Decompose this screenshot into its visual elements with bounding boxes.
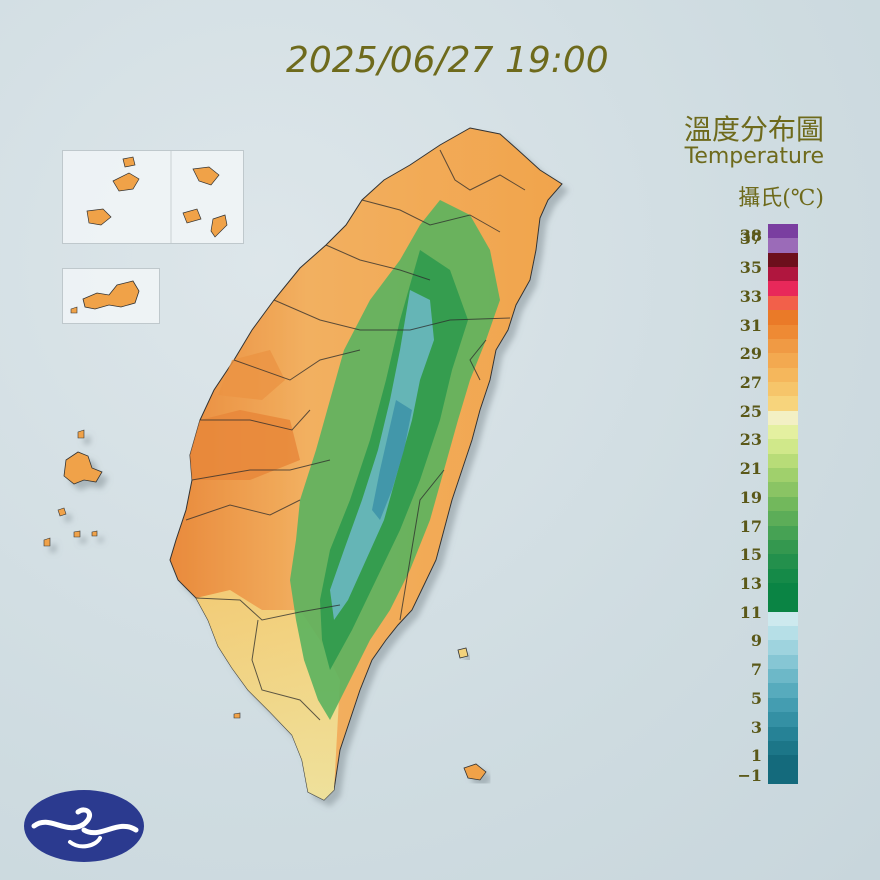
colorbar-tick-label: 9 — [750, 631, 762, 651]
colorbar-segment — [768, 252, 798, 268]
colorbar-tick-label: −1 — [737, 766, 762, 785]
colorbar-segment — [768, 338, 798, 354]
colorbar-segment — [768, 726, 798, 742]
colorbar-segment — [768, 281, 798, 297]
colorbar-segment — [768, 654, 798, 670]
colorbar-segment — [768, 539, 798, 555]
colorbar-segment — [768, 468, 798, 483]
colorbar-segment — [768, 755, 798, 785]
colorbar-segment — [768, 496, 798, 512]
colorbar-segment — [768, 238, 798, 254]
colorbar-segment — [768, 712, 798, 728]
temperature-colorbar — [768, 224, 798, 785]
colorbar-segment — [768, 482, 798, 498]
colorbar-tick-label: 3 — [750, 717, 762, 737]
colorbar-segment — [768, 267, 798, 282]
penghu-islands — [43, 429, 103, 547]
colorbar-tick-label: 27 — [739, 372, 762, 392]
colorbar-segment — [768, 511, 798, 527]
colorbar-tick-label: 5 — [750, 688, 762, 708]
colorbar-tick-label: 13 — [739, 573, 762, 593]
colorbar-tick-label: 23 — [739, 430, 762, 450]
colorbar-segment — [768, 669, 798, 684]
map-timestamp: 2025/06/27 19:00 — [286, 40, 609, 81]
colorbar-segment — [768, 367, 798, 383]
colorbar-segment — [768, 582, 798, 613]
colorbar-segment — [768, 381, 798, 397]
colorbar-tick-label: 29 — [739, 344, 762, 364]
taiwan-main-island — [169, 127, 563, 801]
colorbar-tick-label: 38 — [739, 226, 762, 245]
colorbar-segment — [768, 525, 798, 541]
green-island — [457, 647, 469, 659]
colorbar-segment — [768, 410, 798, 426]
colorbar-segment — [768, 640, 798, 656]
colorbar-segment — [768, 568, 798, 584]
colorbar-tick-label: 21 — [739, 459, 762, 479]
colorbar-segment — [768, 310, 798, 325]
colorbar-segment — [768, 611, 798, 627]
colorbar-tick-label: 1 — [750, 746, 762, 766]
colorbar-segment — [768, 453, 798, 469]
colorbar-tick-label: 7 — [750, 660, 762, 680]
colorbar-segment — [768, 324, 798, 340]
colorbar-tick-label: 37 — [739, 229, 762, 249]
colorbar-segment — [768, 224, 798, 239]
legend-title-chinese: 溫度分布圖 — [683, 113, 824, 146]
legend-title-english: Temperature — [684, 144, 824, 169]
colorbar-tick-label: 11 — [739, 602, 762, 622]
colorbar-segment — [768, 683, 798, 699]
colorbar-segment — [768, 425, 798, 440]
colorbar-segment — [768, 295, 798, 311]
colorbar-tick-label: 17 — [739, 516, 762, 536]
colorbar-segment — [768, 353, 798, 369]
colorbar-tick-label: 33 — [739, 286, 762, 306]
kinmen-inset — [62, 268, 160, 324]
colorbar-segment — [768, 626, 798, 641]
colorbar-tick-label: 15 — [739, 545, 762, 565]
legend-unit: 攝氏(℃) — [738, 186, 824, 211]
colorbar-segment — [768, 554, 798, 570]
colorbar-tick-label: 35 — [739, 258, 762, 278]
colorbar-tick-label: 25 — [739, 401, 762, 421]
colorbar-segment — [768, 439, 798, 455]
colorbar-tick-label: 31 — [739, 315, 762, 335]
liuqiu-island — [233, 712, 241, 719]
orchid-island — [463, 763, 487, 781]
colorbar-segment — [768, 697, 798, 713]
colorbar-segment — [768, 396, 798, 412]
colorbar-segment — [768, 740, 798, 756]
colorbar-tick-label: 19 — [739, 487, 762, 507]
matsu-inset — [62, 150, 244, 244]
